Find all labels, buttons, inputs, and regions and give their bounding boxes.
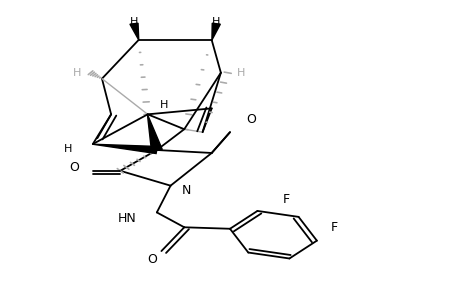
Text: O: O bbox=[246, 113, 255, 126]
Polygon shape bbox=[93, 144, 157, 154]
Text: HN: HN bbox=[117, 212, 136, 225]
Text: O: O bbox=[147, 253, 157, 266]
Text: H: H bbox=[212, 17, 220, 27]
Text: F: F bbox=[330, 221, 337, 234]
Text: O: O bbox=[69, 161, 79, 174]
Text: N: N bbox=[182, 184, 191, 196]
Text: F: F bbox=[282, 194, 289, 206]
Text: H: H bbox=[236, 68, 245, 78]
Polygon shape bbox=[129, 23, 139, 40]
Text: H: H bbox=[129, 17, 138, 27]
Text: H: H bbox=[64, 143, 72, 154]
Text: H: H bbox=[73, 68, 81, 78]
Polygon shape bbox=[147, 114, 162, 151]
Polygon shape bbox=[212, 23, 220, 40]
Text: H: H bbox=[159, 100, 168, 110]
